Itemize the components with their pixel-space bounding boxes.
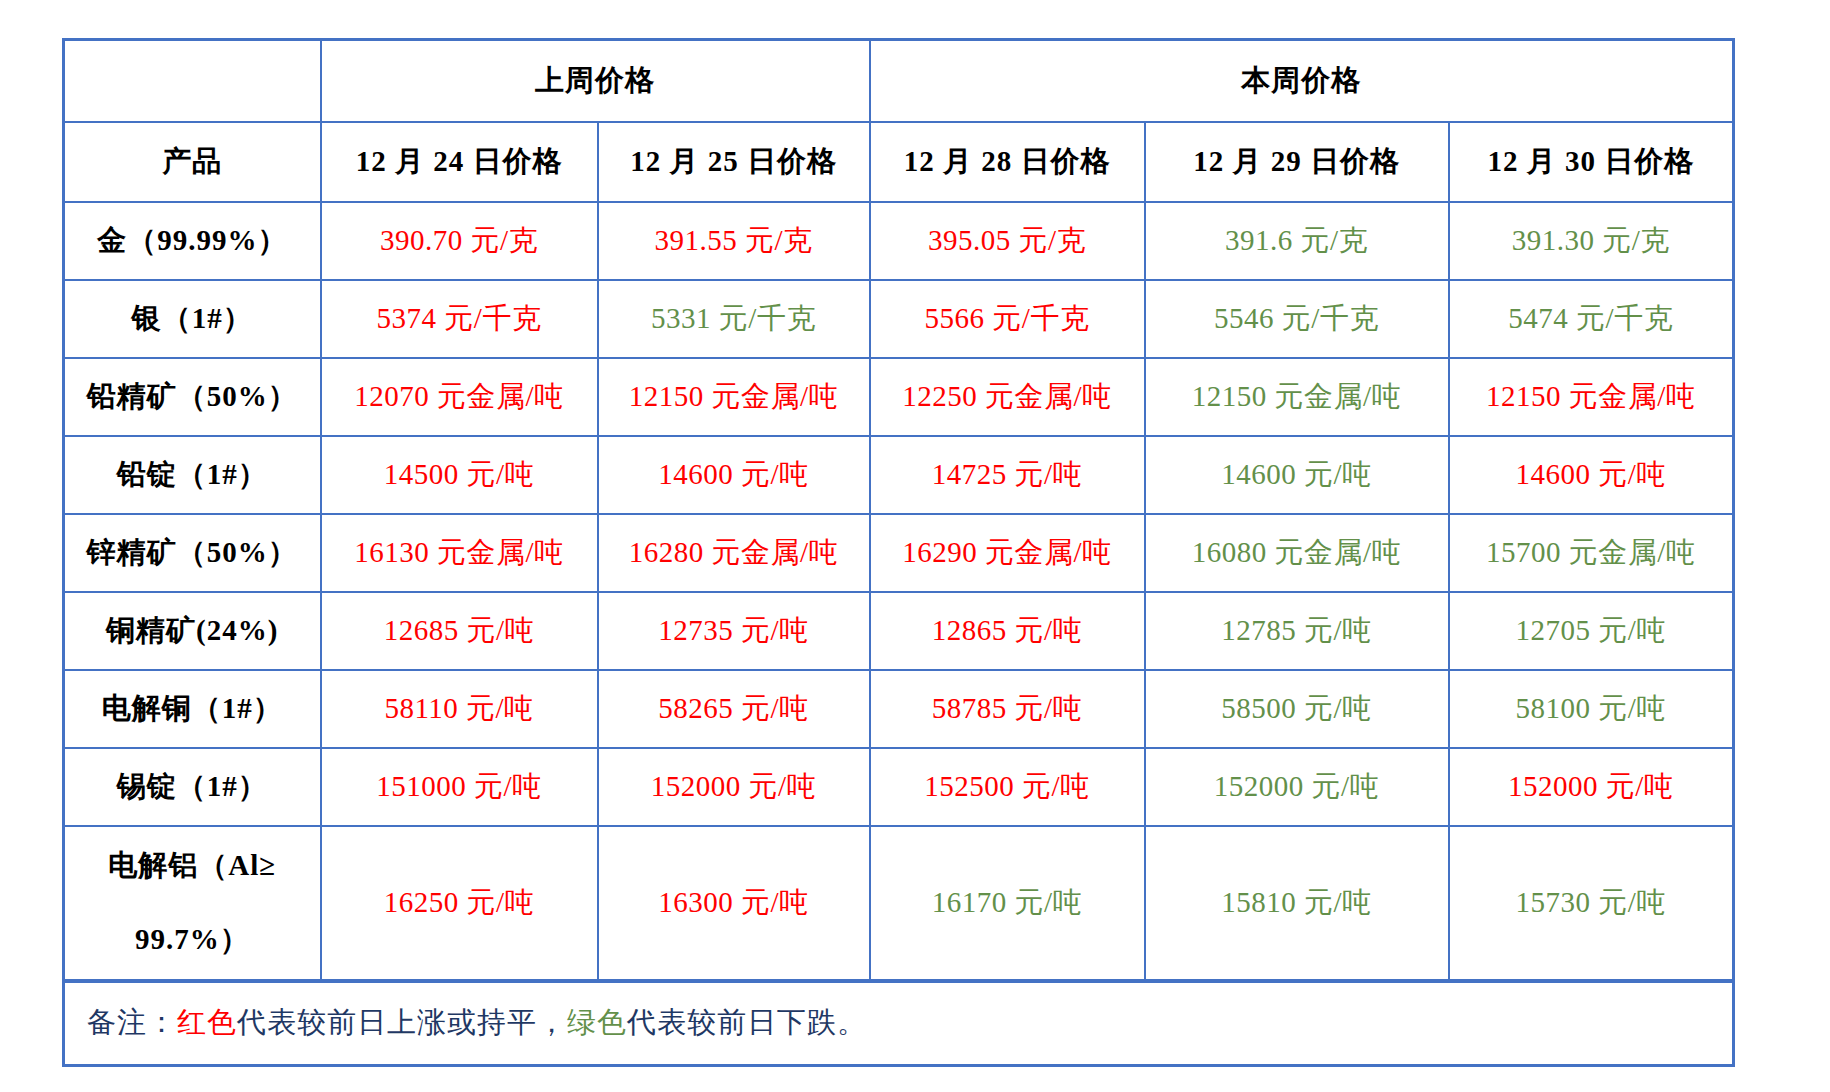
price-cell: 14500 元/吨 bbox=[321, 436, 598, 514]
price-cell: 15700 元金属/吨 bbox=[1449, 514, 1734, 592]
price-cell: 14600 元/吨 bbox=[1449, 436, 1734, 514]
price-cell: 16300 元/吨 bbox=[598, 826, 870, 981]
product-cell: 电解铜（1#） bbox=[64, 670, 321, 748]
price-cell: 14600 元/吨 bbox=[1145, 436, 1449, 514]
table-header: 上周价格本周价格产品12 月 24 日价格12 月 25 日价格12 月 28 … bbox=[64, 40, 1734, 202]
price-cell: 12685 元/吨 bbox=[321, 592, 598, 670]
price-table: 上周价格本周价格产品12 月 24 日价格12 月 25 日价格12 月 28 … bbox=[62, 38, 1735, 1067]
price-cell: 15810 元/吨 bbox=[1145, 826, 1449, 981]
price-cell: 5566 元/千克 bbox=[870, 280, 1145, 358]
price-cell: 58110 元/吨 bbox=[321, 670, 598, 748]
note-red-desc: 代表较前日上涨或持平， bbox=[237, 1006, 567, 1038]
product-cell: 锌精矿（50%） bbox=[64, 514, 321, 592]
product-cell: 铅精矿（50%） bbox=[64, 358, 321, 436]
price-cell: 5546 元/千克 bbox=[1145, 280, 1449, 358]
price-cell: 12865 元/吨 bbox=[870, 592, 1145, 670]
product-cell: 金（99.99%） bbox=[64, 202, 321, 280]
product-cell: 锡锭（1#） bbox=[64, 748, 321, 826]
price-cell: 12070 元金属/吨 bbox=[321, 358, 598, 436]
table-row: 铅锭（1#）14500 元/吨14600 元/吨14725 元/吨14600 元… bbox=[64, 436, 1734, 514]
table-row: 铅精矿（50%）12070 元金属/吨12150 元金属/吨12250 元金属/… bbox=[64, 358, 1734, 436]
price-cell: 12150 元金属/吨 bbox=[1145, 358, 1449, 436]
column-header: 12 月 30 日价格 bbox=[1449, 122, 1734, 202]
table-body: 金（99.99%）390.70 元/克391.55 元/克395.05 元/克3… bbox=[64, 202, 1734, 981]
price-cell: 151000 元/吨 bbox=[321, 748, 598, 826]
price-cell: 5474 元/千克 bbox=[1449, 280, 1734, 358]
group-header-row: 上周价格本周价格 bbox=[64, 40, 1734, 122]
product-cell: 银（1#） bbox=[64, 280, 321, 358]
price-cell: 5374 元/千克 bbox=[321, 280, 598, 358]
price-cell: 12785 元/吨 bbox=[1145, 592, 1449, 670]
column-header: 12 月 28 日价格 bbox=[870, 122, 1145, 202]
product-cell: 铜精矿(24%) bbox=[64, 592, 321, 670]
price-cell: 395.05 元/克 bbox=[870, 202, 1145, 280]
price-cell: 16290 元金属/吨 bbox=[870, 514, 1145, 592]
price-cell: 15730 元/吨 bbox=[1449, 826, 1734, 981]
column-header: 12 月 24 日价格 bbox=[321, 122, 598, 202]
price-cell: 14725 元/吨 bbox=[870, 436, 1145, 514]
note-green-desc: 代表较前日下跌。 bbox=[627, 1006, 867, 1038]
group-header: 本周价格 bbox=[870, 40, 1734, 122]
column-header-row: 产品12 月 24 日价格12 月 25 日价格12 月 28 日价格12 月 … bbox=[64, 122, 1734, 202]
price-cell: 16080 元金属/吨 bbox=[1145, 514, 1449, 592]
group-header: 上周价格 bbox=[321, 40, 870, 122]
price-cell: 12150 元金属/吨 bbox=[1449, 358, 1734, 436]
table-row: 锡锭（1#）151000 元/吨152000 元/吨152500 元/吨1520… bbox=[64, 748, 1734, 826]
price-cell: 390.70 元/克 bbox=[321, 202, 598, 280]
price-cell: 58785 元/吨 bbox=[870, 670, 1145, 748]
document-page: 上周价格本周价格产品12 月 24 日价格12 月 25 日价格12 月 28 … bbox=[0, 0, 1830, 1092]
note-prefix: 备注： bbox=[87, 1006, 177, 1038]
group-header bbox=[64, 40, 321, 122]
table-row: 铜精矿(24%)12685 元/吨12735 元/吨12865 元/吨12785… bbox=[64, 592, 1734, 670]
note-red-label: 红色 bbox=[177, 1006, 237, 1038]
price-cell: 152000 元/吨 bbox=[598, 748, 870, 826]
column-header: 12 月 25 日价格 bbox=[598, 122, 870, 202]
price-cell: 16280 元金属/吨 bbox=[598, 514, 870, 592]
table-row: 电解铜（1#）58110 元/吨58265 元/吨58785 元/吨58500 … bbox=[64, 670, 1734, 748]
note-row: 备注：红色代表较前日上涨或持平，绿色代表较前日下跌。 bbox=[64, 981, 1734, 1066]
price-cell: 5331 元/千克 bbox=[598, 280, 870, 358]
price-cell: 152000 元/吨 bbox=[1449, 748, 1734, 826]
table-row: 银（1#）5374 元/千克5331 元/千克5566 元/千克5546 元/千… bbox=[64, 280, 1734, 358]
price-cell: 58100 元/吨 bbox=[1449, 670, 1734, 748]
price-cell: 16130 元金属/吨 bbox=[321, 514, 598, 592]
note-green-label: 绿色 bbox=[567, 1006, 627, 1038]
column-header: 产品 bbox=[64, 122, 321, 202]
table-row: 金（99.99%）390.70 元/克391.55 元/克395.05 元/克3… bbox=[64, 202, 1734, 280]
product-cell: 铅锭（1#） bbox=[64, 436, 321, 514]
price-cell: 152000 元/吨 bbox=[1145, 748, 1449, 826]
column-header: 12 月 29 日价格 bbox=[1145, 122, 1449, 202]
price-cell: 58265 元/吨 bbox=[598, 670, 870, 748]
price-cell: 391.30 元/克 bbox=[1449, 202, 1734, 280]
price-cell: 152500 元/吨 bbox=[870, 748, 1145, 826]
price-cell: 16170 元/吨 bbox=[870, 826, 1145, 981]
table-row: 锌精矿（50%）16130 元金属/吨16280 元金属/吨16290 元金属/… bbox=[64, 514, 1734, 592]
price-cell: 16250 元/吨 bbox=[321, 826, 598, 981]
note-cell: 备注：红色代表较前日上涨或持平，绿色代表较前日下跌。 bbox=[64, 981, 1734, 1066]
price-cell: 391.6 元/克 bbox=[1145, 202, 1449, 280]
price-cell: 14600 元/吨 bbox=[598, 436, 870, 514]
price-cell: 12150 元金属/吨 bbox=[598, 358, 870, 436]
price-cell: 12735 元/吨 bbox=[598, 592, 870, 670]
product-cell: 电解铝（Al≥ 99.7%） bbox=[64, 826, 321, 981]
price-cell: 12250 元金属/吨 bbox=[870, 358, 1145, 436]
table-row: 电解铝（Al≥ 99.7%）16250 元/吨16300 元/吨16170 元/… bbox=[64, 826, 1734, 981]
price-cell: 58500 元/吨 bbox=[1145, 670, 1449, 748]
price-cell: 391.55 元/克 bbox=[598, 202, 870, 280]
price-cell: 12705 元/吨 bbox=[1449, 592, 1734, 670]
